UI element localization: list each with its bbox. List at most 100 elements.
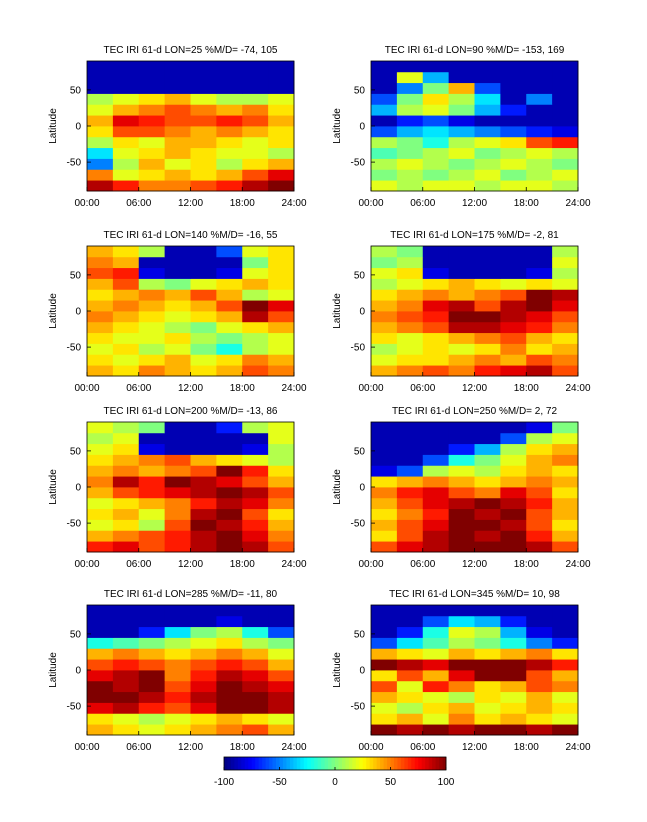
heatmap-cell bbox=[396, 246, 424, 258]
colorbar-segment bbox=[296, 757, 301, 770]
heatmap-cell bbox=[526, 158, 553, 170]
heatmap-cell bbox=[552, 278, 579, 290]
heatmap-cell bbox=[216, 365, 243, 377]
heatmap-cell bbox=[474, 278, 501, 290]
heatmap-cell bbox=[87, 637, 114, 649]
heatmap-cell bbox=[396, 343, 424, 355]
heatmap-cell bbox=[500, 126, 527, 138]
y-tick-label: 0 bbox=[75, 122, 81, 133]
heatmap-cell bbox=[552, 465, 579, 477]
heatmap-cell bbox=[216, 180, 243, 192]
heatmap-cell bbox=[87, 311, 114, 323]
heatmap-cell bbox=[268, 497, 295, 510]
heatmap-cell bbox=[526, 278, 553, 290]
heatmap-cell bbox=[216, 93, 243, 105]
heatmap-cell bbox=[138, 365, 166, 377]
heatmap-cell bbox=[500, 115, 527, 127]
heatmap-cell bbox=[87, 93, 114, 105]
heatmap-cell bbox=[190, 343, 217, 355]
heatmap-cell bbox=[242, 126, 269, 138]
heatmap-cell bbox=[448, 343, 475, 355]
heatmap-cell bbox=[500, 454, 527, 466]
heatmap-cell bbox=[371, 530, 398, 542]
heatmap-cell bbox=[448, 497, 475, 510]
heatmap-cell bbox=[138, 487, 166, 499]
heatmap-cell bbox=[396, 365, 424, 377]
heatmap-cell bbox=[396, 702, 424, 714]
y-tick-label: 50 bbox=[354, 629, 366, 640]
heatmap-cell bbox=[216, 713, 243, 725]
heatmap-cell bbox=[138, 136, 166, 149]
colorbar-segment bbox=[421, 757, 426, 770]
heatmap-cell bbox=[268, 61, 295, 73]
x-tick-label: 12:00 bbox=[178, 198, 203, 209]
colorbar-segment bbox=[397, 757, 402, 770]
heatmap-cell bbox=[448, 104, 475, 116]
heatmap-panel: TEC IRI 61-d LON=345 %M/D= 10, 98 00:00 06… bbox=[332, 589, 591, 753]
heatmap-cell bbox=[371, 670, 398, 682]
heatmap-cell bbox=[268, 724, 295, 736]
heatmap-cell bbox=[552, 637, 579, 649]
heatmap-cell bbox=[190, 713, 217, 725]
colorbar-segment bbox=[317, 757, 322, 770]
heatmap-cell bbox=[190, 71, 217, 84]
heatmap-cell bbox=[371, 637, 398, 649]
heatmap-cell bbox=[190, 680, 217, 693]
heatmap-cell bbox=[422, 724, 450, 736]
heatmap-cell bbox=[112, 487, 140, 499]
heatmap-cell bbox=[526, 147, 553, 159]
heatmap-cell bbox=[526, 126, 553, 138]
heatmap-cell bbox=[242, 289, 269, 301]
heatmap-cell bbox=[552, 615, 579, 628]
heatmap-cell bbox=[242, 724, 269, 736]
heatmap-cell bbox=[500, 246, 527, 258]
colorbar-segment bbox=[265, 757, 270, 770]
heatmap-cell bbox=[268, 311, 295, 323]
colorbar-segment bbox=[411, 757, 416, 770]
heatmap-cell bbox=[190, 126, 217, 138]
heatmap-cell bbox=[87, 670, 114, 682]
heatmap-cell bbox=[138, 71, 166, 84]
heatmap-cell bbox=[371, 332, 398, 344]
heatmap-cell bbox=[112, 169, 140, 181]
heatmap-cell bbox=[474, 300, 501, 312]
colorbar-segment bbox=[324, 757, 329, 770]
heatmap-cell bbox=[422, 487, 450, 499]
heatmap-cell bbox=[87, 300, 114, 312]
heatmap-cell bbox=[448, 71, 475, 84]
heatmap-cell bbox=[474, 691, 501, 703]
heatmap-cell bbox=[216, 487, 243, 499]
heatmap-cell bbox=[138, 626, 166, 638]
heatmap-cell bbox=[500, 476, 527, 488]
heatmap-cell bbox=[526, 365, 553, 377]
heatmap-cell bbox=[552, 332, 579, 344]
heatmap-cell bbox=[448, 615, 475, 628]
heatmap-cell bbox=[242, 82, 269, 94]
heatmap-cell bbox=[500, 289, 527, 301]
heatmap-cell bbox=[371, 147, 398, 159]
heatmap-cell bbox=[448, 147, 475, 159]
colorbar-segment bbox=[255, 757, 260, 770]
heatmap-cell bbox=[448, 443, 475, 455]
heatmap-cell bbox=[164, 713, 191, 725]
heatmap-cell bbox=[448, 519, 475, 531]
heatmap-cell bbox=[526, 454, 553, 466]
heatmap-cell bbox=[216, 343, 243, 355]
heatmap-cell bbox=[190, 487, 217, 499]
heatmap-cell bbox=[87, 158, 114, 170]
heatmap-cell bbox=[190, 476, 217, 488]
heatmap-cell bbox=[448, 169, 475, 181]
heatmap-cell bbox=[422, 180, 450, 192]
x-tick-label: 12:00 bbox=[178, 742, 203, 753]
heatmap-cell bbox=[190, 365, 217, 377]
heatmap-cell bbox=[87, 180, 114, 192]
colorbar-segment bbox=[230, 757, 235, 770]
heatmap-cell bbox=[138, 82, 166, 94]
x-tick-label: 12:00 bbox=[178, 559, 203, 570]
heatmap-cell bbox=[422, 648, 450, 660]
heatmap-cell bbox=[396, 497, 424, 510]
colorbar-segment bbox=[224, 757, 228, 770]
heatmap-cell bbox=[474, 519, 501, 531]
heatmap-cell bbox=[500, 136, 527, 149]
heatmap-cell bbox=[396, 605, 424, 617]
